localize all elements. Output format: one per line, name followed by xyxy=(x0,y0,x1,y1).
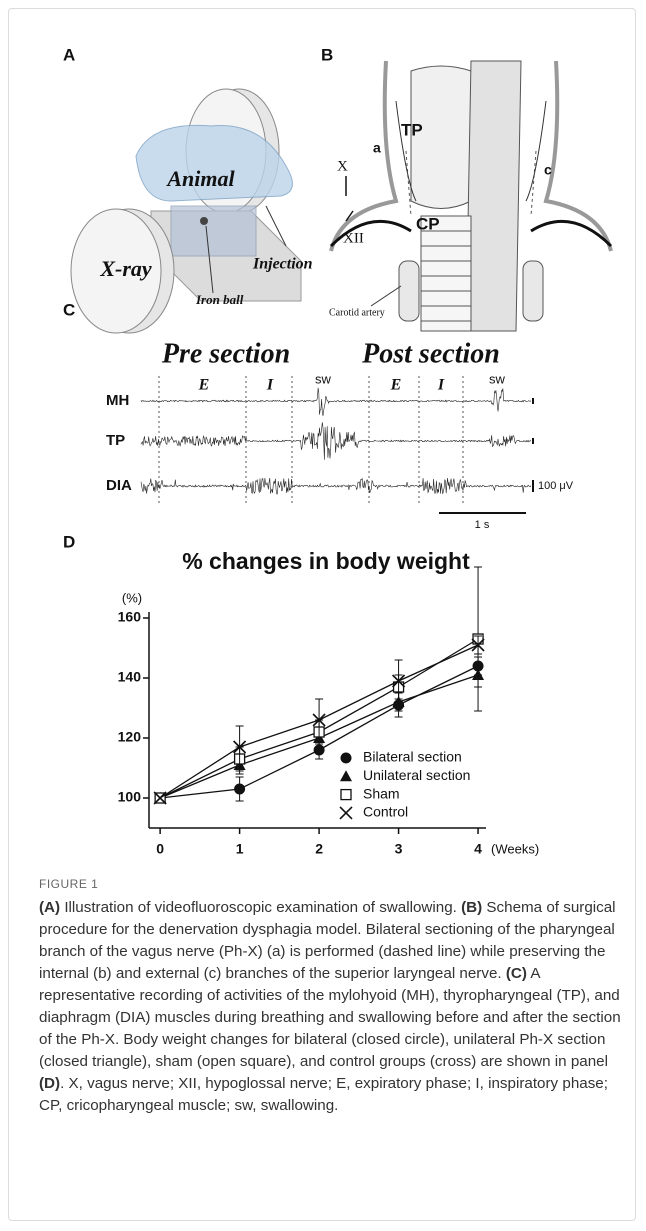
trace xyxy=(140,477,532,495)
marker xyxy=(233,740,247,754)
caption-part: (C) xyxy=(505,965,527,982)
figure: A Animal X-ray Iron ball Injection B TP … xyxy=(63,45,613,857)
trace-label: MH xyxy=(106,392,129,409)
condition-label: Post section xyxy=(361,338,500,369)
scale-bars xyxy=(439,398,534,514)
condition-label: Pre section xyxy=(161,338,290,369)
legend-label: Bilateral section xyxy=(363,749,462,765)
trace-label: DIA xyxy=(106,477,132,494)
marker xyxy=(340,788,352,801)
y-tick-label: 160 xyxy=(118,609,142,625)
x-unit: (Weeks) xyxy=(491,841,539,856)
panel-a-illustration xyxy=(70,88,302,334)
phase-label: I xyxy=(437,377,445,394)
illustration-label: XII xyxy=(343,230,364,246)
marker xyxy=(339,806,353,820)
illustration-label: X xyxy=(337,158,348,174)
phase-label: sw xyxy=(489,371,506,386)
x-tick-label: 2 xyxy=(315,841,323,857)
legend-label: Unilateral section xyxy=(363,767,470,783)
x-tick-label: 3 xyxy=(395,841,403,857)
trace xyxy=(140,422,532,460)
y-tick-label: 140 xyxy=(118,669,142,685)
phase-label: E xyxy=(198,377,210,394)
marker xyxy=(340,770,352,782)
caption-part: (B) xyxy=(461,899,483,916)
legend-label: Control xyxy=(363,804,408,820)
emg-traces xyxy=(140,387,532,495)
illustration-label: X-ray xyxy=(99,256,152,281)
panel-label: D xyxy=(63,532,75,551)
panel-b-illustration xyxy=(329,60,613,332)
chart: 100 120 140 160 0 1 2 3 4 Bilateral section Unilat… xyxy=(118,566,486,857)
y-tick-label: 100 xyxy=(118,789,142,805)
caption: FIGURE 1 (A) Illustration of videofluoro… xyxy=(39,877,629,1117)
phase-label: E xyxy=(390,377,402,394)
illustration-label: TP xyxy=(401,120,423,139)
caption-part: (D) xyxy=(39,1075,61,1092)
panel-label: B xyxy=(321,45,333,64)
illustration-label: a xyxy=(373,140,381,156)
caption-part: Illustration of videofluoroscopic examin… xyxy=(60,899,462,916)
marker xyxy=(312,713,326,727)
legend-label: Sham xyxy=(363,785,400,801)
series: Control xyxy=(153,635,485,820)
phase-label: sw xyxy=(315,371,332,386)
illustration-label: Injection xyxy=(252,256,313,273)
illustration-label: Animal xyxy=(165,166,235,191)
trace xyxy=(140,387,532,416)
marker xyxy=(471,638,485,652)
panel-label: A xyxy=(63,45,75,64)
illustration-label: Iron ball xyxy=(195,292,244,307)
marker xyxy=(153,791,167,805)
caption-part: (A) xyxy=(39,899,61,916)
caption-part: Schema of surgical procedure for the den… xyxy=(39,899,616,982)
illustration-label: CP xyxy=(416,214,440,233)
marker xyxy=(234,783,246,795)
y-unit: (%) xyxy=(122,590,142,605)
x-tick-label: 1 xyxy=(236,841,244,857)
caption-part: A representative recording of activities… xyxy=(39,965,621,1070)
illustration-label: c xyxy=(544,162,552,178)
marker xyxy=(392,674,406,688)
panel-label: C xyxy=(63,300,75,319)
marker xyxy=(340,752,352,764)
caption-part: . X, vagus nerve; XII, hypoglossal nerve… xyxy=(39,1075,608,1114)
trace-label: TP xyxy=(106,432,125,449)
chart-title: % changes in body weight xyxy=(182,548,470,574)
x-tick-label: 4 xyxy=(474,841,482,857)
caption-text: (A) Illustration of videofluoroscopic ex… xyxy=(39,897,629,1117)
y-tick-label: 120 xyxy=(118,729,142,745)
x-tick-label: 0 xyxy=(156,841,164,857)
illustration-label: Carotid artery xyxy=(329,307,385,318)
phase-label: I xyxy=(266,377,274,394)
caption-label: FIGURE 1 xyxy=(39,877,99,891)
scale-label: 100 μV xyxy=(538,480,574,492)
scale-label: 1 s xyxy=(475,519,490,531)
figure-card: A Animal X-ray Iron ball Injection B TP … xyxy=(8,8,636,1221)
